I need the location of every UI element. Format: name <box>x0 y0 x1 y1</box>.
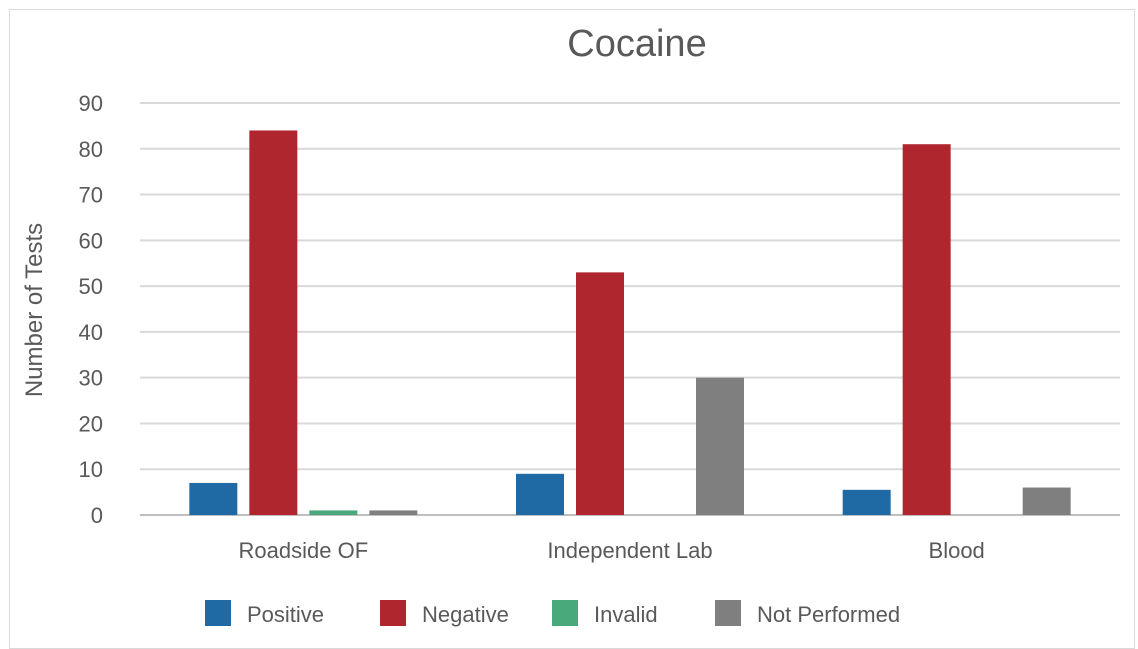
bar-negative-blood <box>902 144 951 515</box>
x-tick-label: Independent Lab <box>547 538 712 563</box>
bar-positive-blood <box>842 489 891 515</box>
y-tick-label: 10 <box>79 457 103 482</box>
bar-negative-roadside-of <box>249 130 298 515</box>
y-axis-label: Number of Tests <box>21 223 48 397</box>
bar-not-performed-roadside-of <box>369 510 418 515</box>
y-tick-label: 40 <box>79 320 103 345</box>
bar-not-performed-blood <box>1022 487 1071 515</box>
bar-not-performed-independent-lab <box>696 377 744 515</box>
legend-swatch-not-performed <box>715 600 741 626</box>
bar-negative-independent-lab <box>576 272 624 515</box>
legend-swatch-invalid <box>552 600 578 626</box>
bar-chart: Cocaine Number of Tests 0 10 20 30 40 50 60 70 8… <box>21 23 1120 627</box>
legend-label: Not Performed <box>757 602 900 627</box>
x-tick-label: Blood <box>929 538 985 563</box>
y-tick-label: 90 <box>79 91 103 116</box>
legend-label: Negative <box>422 602 509 627</box>
legend-label: Positive <box>247 602 324 627</box>
y-axis-ticks: 0 10 20 30 40 50 60 70 80 90 <box>79 91 103 528</box>
bars <box>189 130 1071 515</box>
legend-label: Invalid <box>594 602 658 627</box>
legend-swatch-positive <box>205 600 231 626</box>
y-tick-label: 0 <box>91 503 103 528</box>
chart-title: Cocaine <box>567 23 706 65</box>
legend-swatch-negative <box>380 600 406 626</box>
gridlines <box>140 102 1120 516</box>
legend: Positive Negative Invalid Not Performed <box>205 600 900 627</box>
x-tick-label: Roadside OF <box>239 538 369 563</box>
y-tick-label: 60 <box>79 228 103 253</box>
y-tick-label: 50 <box>79 274 103 299</box>
bar-positive-roadside-of <box>189 482 238 515</box>
y-tick-label: 70 <box>79 183 103 208</box>
y-tick-label: 80 <box>79 137 103 162</box>
bar-invalid-roadside-of <box>309 510 358 515</box>
bar-positive-independent-lab <box>516 473 564 515</box>
y-tick-label: 30 <box>79 366 103 391</box>
y-tick-label: 20 <box>79 411 103 436</box>
x-axis-ticks: Roadside OF Independent Lab Blood <box>239 538 985 563</box>
